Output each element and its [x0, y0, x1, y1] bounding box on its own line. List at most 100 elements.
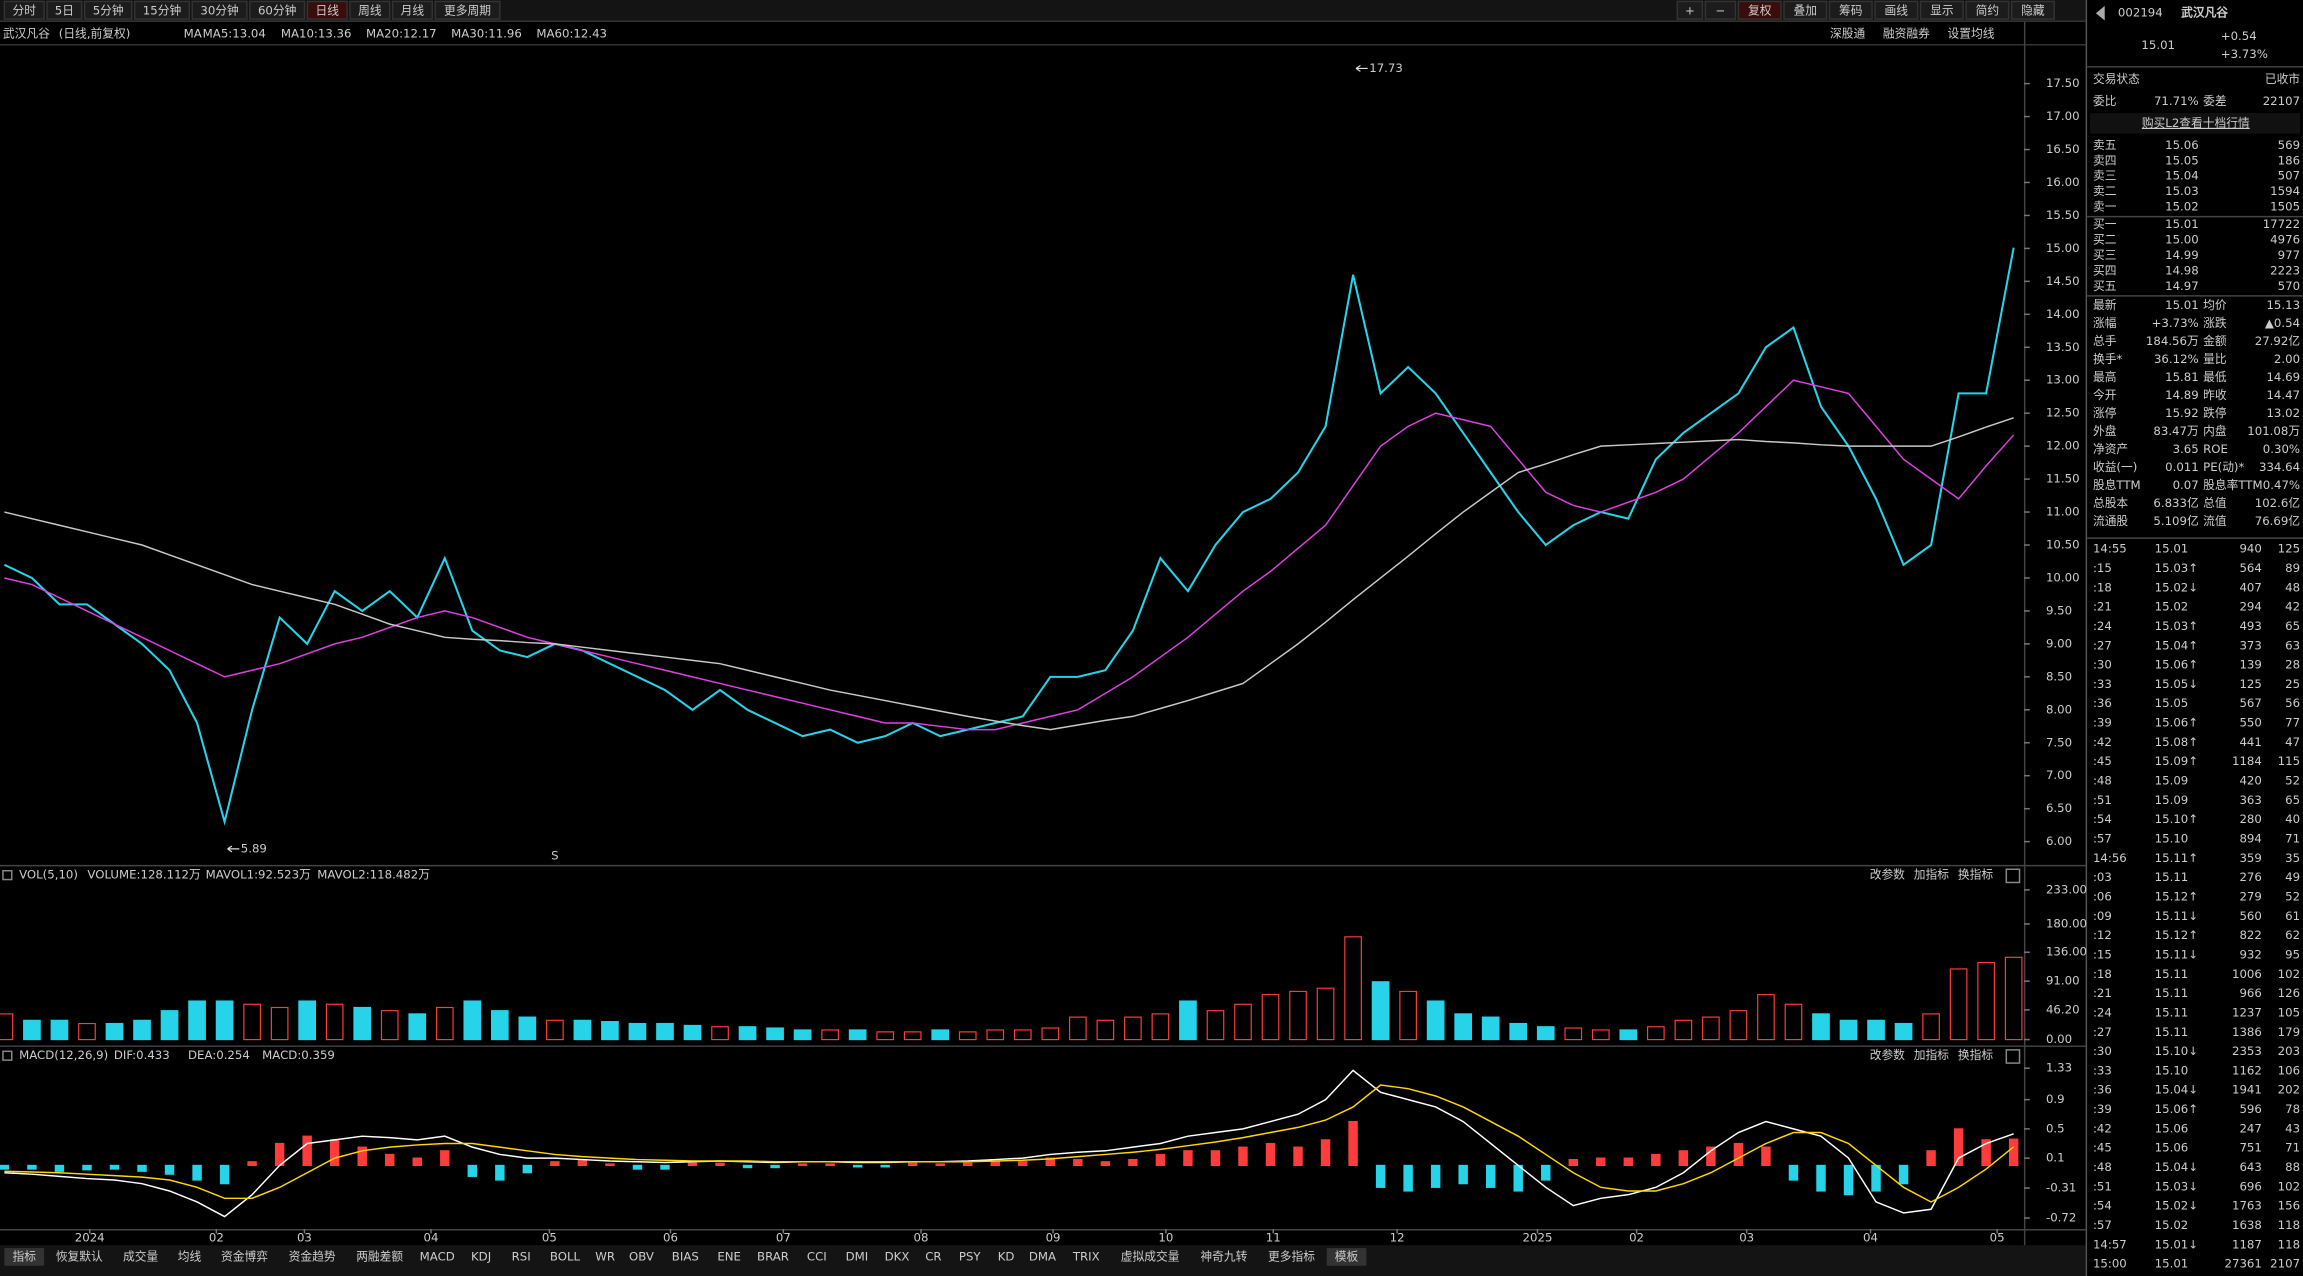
period-button[interactable]	[133, 0, 191, 20]
ma-label: MA	[184, 26, 202, 40]
panel-close[interactable]	[2005, 1049, 2021, 1064]
period-button[interactable]	[191, 0, 248, 20]
ratio-value: 71.71%	[2154, 94, 2199, 108]
bottom-tab[interactable]: BIAS	[672, 1249, 699, 1263]
panel-tool[interactable]: 改参数	[1870, 1048, 1905, 1062]
bottom-tab[interactable]: DKX	[885, 1249, 910, 1263]
tool-button-label[interactable]: 复权	[1748, 4, 1772, 18]
bottom-tab[interactable]: OBV	[629, 1249, 654, 1263]
tool-button-label[interactable]: 筹码	[1839, 4, 1863, 18]
period-button-label[interactable]: 30分钟	[200, 4, 238, 18]
bottom-tab[interactable]: KD	[998, 1249, 1015, 1263]
panel-tool[interactable]: 换指标	[1958, 1048, 1993, 1062]
panel-tool[interactable]: 换指标	[1958, 868, 1993, 882]
l2-button-bg[interactable]	[2090, 113, 2301, 134]
tick-time: :24	[2093, 1005, 2112, 1019]
bottom-tab[interactable]: PSY	[959, 1249, 982, 1263]
bottom-tab[interactable]: DMA	[1029, 1249, 1056, 1263]
period-button-label[interactable]: 周线	[358, 4, 382, 18]
tool-button[interactable]	[1737, 0, 1782, 20]
period-button-label[interactable]: 分时	[12, 4, 36, 18]
tab-bg[interactable]	[4, 1248, 45, 1266]
bottom-tab[interactable]: 更多指标	[1268, 1249, 1315, 1263]
period-button-label[interactable]: 日线	[315, 4, 339, 18]
bottom-tab[interactable]: DMI	[846, 1249, 869, 1263]
bottom-tab[interactable]: 模板	[1335, 1249, 1359, 1263]
tool-button[interactable]	[1874, 0, 1919, 20]
panel-icon[interactable]	[2, 870, 13, 881]
period-button-label[interactable]: 15分钟	[143, 4, 181, 18]
period-button-label[interactable]: 5分钟	[93, 4, 124, 18]
stat-label: 最低	[2203, 370, 2227, 384]
bottom-tab[interactable]: 均线	[178, 1249, 202, 1263]
tool-button-label[interactable]: +	[1685, 4, 1695, 18]
sub-tool[interactable]: 融资融券	[1883, 26, 1930, 40]
period-button-label[interactable]: 更多周期	[444, 4, 491, 18]
stat-value: 15.81	[2165, 370, 2199, 384]
tool-button[interactable]	[1704, 0, 1737, 20]
period-button[interactable]	[434, 0, 501, 20]
panel-tool[interactable]: 加指标	[1914, 868, 1949, 882]
tool-button-label[interactable]: 简约	[1976, 4, 1999, 18]
period-button[interactable]	[306, 0, 348, 20]
panel-icon[interactable]	[2, 1050, 13, 1061]
panel-tool[interactable]: 加指标	[1914, 1048, 1949, 1062]
bottom-tab[interactable]: RSI	[512, 1249, 531, 1263]
tick-price: 15.03↑	[2155, 619, 2198, 633]
period-button[interactable]	[83, 0, 133, 20]
panel-close[interactable]	[2005, 868, 2021, 884]
bottom-tab[interactable]: ENE	[717, 1249, 741, 1263]
bottom-tab[interactable]: 虚拟成交量	[1121, 1249, 1180, 1263]
tool-button[interactable]	[1919, 0, 1964, 20]
bottom-tab[interactable]: CCI	[807, 1249, 827, 1263]
tool-button-label[interactable]: −	[1715, 4, 1725, 18]
tool-button[interactable]	[1783, 0, 1828, 20]
tool-button-label[interactable]: 画线	[1885, 4, 1909, 18]
y-tick-label: 6.00	[2046, 834, 2072, 848]
bottom-tab[interactable]: WR	[595, 1249, 615, 1263]
period-button[interactable]	[249, 0, 306, 20]
bottom-tab[interactable]: MACD	[420, 1249, 455, 1263]
stock-name: 武汉凡谷	[3, 26, 50, 40]
back-icon[interactable]	[2095, 5, 2105, 21]
tool-button-label[interactable]: 隐藏	[2021, 4, 2045, 18]
panel-legend: DIF:0.433	[114, 1048, 170, 1062]
bottom-tab[interactable]: KDJ	[471, 1249, 491, 1263]
sub-tool[interactable]: 深股通	[1830, 26, 1865, 40]
tool-button[interactable]	[1828, 0, 1873, 20]
tool-button-label[interactable]: 显示	[1930, 4, 1954, 18]
bottom-tab[interactable]: 资金博弈	[221, 1249, 268, 1263]
y-tick-label: 12.50	[2046, 406, 2080, 420]
period-button[interactable]	[349, 0, 391, 20]
bottom-tab[interactable]: BRAR	[757, 1249, 789, 1263]
bar	[23, 1019, 41, 1041]
y-tick-label: 11.50	[2046, 472, 2080, 486]
bottom-tab[interactable]: 成交量	[123, 1249, 158, 1263]
book-label: 卖一	[2093, 200, 2117, 214]
bottom-tab[interactable]: 资金趋势	[289, 1249, 336, 1263]
l2-button[interactable]: 购买L2查看十档行情	[2142, 116, 2250, 130]
tab-bg[interactable]	[1326, 1248, 1367, 1266]
tick-count: 77	[2285, 716, 2300, 730]
bottom-tab[interactable]: CR	[925, 1249, 941, 1263]
period-button-label[interactable]: 月线	[401, 4, 425, 18]
tool-button[interactable]	[2010, 0, 2055, 20]
tool-button-label[interactable]: 叠加	[1793, 4, 1816, 18]
period-button[interactable]	[3, 0, 45, 20]
bottom-tab[interactable]: 指标	[12, 1249, 36, 1263]
tool-button[interactable]	[1676, 0, 1704, 20]
bottom-tab[interactable]: 恢复默认	[56, 1249, 103, 1263]
tick-time: :39	[2093, 716, 2112, 730]
bottom-tab[interactable]: BOLL	[550, 1249, 581, 1263]
period-button[interactable]	[391, 0, 433, 20]
bottom-tab[interactable]: 神奇九转	[1200, 1249, 1247, 1263]
bottom-tab[interactable]: 两融差额	[356, 1249, 403, 1263]
period-button-label[interactable]: 60分钟	[258, 4, 296, 18]
period-button[interactable]	[46, 0, 83, 20]
bottom-tab[interactable]: TRIX	[1072, 1249, 1100, 1263]
tick-volume: 1162	[2232, 1063, 2262, 1077]
tool-button[interactable]	[1965, 0, 2010, 20]
period-button-label[interactable]: 5日	[55, 4, 74, 18]
sub-tool[interactable]: 设置均线	[1948, 26, 1995, 40]
panel-tool[interactable]: 改参数	[1870, 868, 1905, 882]
